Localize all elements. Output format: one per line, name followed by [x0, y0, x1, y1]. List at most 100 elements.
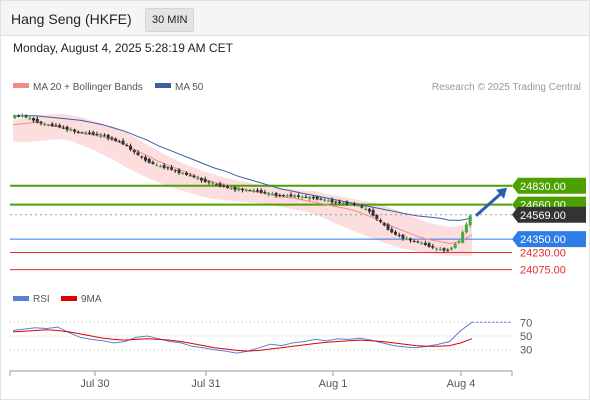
candle-body-81 [315, 196, 319, 200]
legend-label-ma20: MA 20 + Bollinger Bands [33, 82, 143, 93]
bollinger-band-fill [13, 113, 472, 256]
candle-body-15 [69, 129, 73, 131]
candle-body-59 [233, 187, 237, 190]
candle-body-19 [84, 132, 88, 135]
candle-body-33 [136, 152, 140, 156]
candle-body-39 [158, 166, 162, 168]
price-level-label-2: 24569.00 [520, 210, 566, 222]
candle-body-107 [412, 240, 416, 242]
candle-body-121 [464, 224, 468, 233]
ma50-line [13, 115, 473, 221]
x-axis-ticks: Jul 30 Jul 31 Aug 1 Aug 4 [9, 371, 513, 390]
candle-body-111 [427, 243, 431, 247]
candle-body-63 [248, 190, 252, 192]
instrument-title: Hang Seng (HKFE) [11, 11, 132, 27]
legend-swatch-ma50 [155, 83, 171, 88]
candle-body-60 [237, 188, 241, 191]
candle-body-52 [207, 181, 211, 183]
candle-body-0 [13, 115, 17, 119]
candle-body-109 [420, 242, 424, 244]
candle-body-83 [323, 199, 327, 201]
candle-body-49 [196, 178, 200, 180]
candle-body-51 [203, 178, 207, 182]
candle-body-47 [188, 175, 192, 177]
candle-body-8 [43, 124, 47, 125]
candle-body-24 [102, 135, 106, 137]
candle-body-58 [229, 188, 233, 190]
candle-body-64 [252, 190, 256, 192]
candle-body-73 [285, 195, 289, 197]
legend-swatch-9ma [61, 296, 77, 301]
candle-body-103 [397, 234, 401, 236]
candle-body-2 [20, 115, 24, 117]
candle-body-87 [338, 201, 342, 204]
candle-body-4 [28, 118, 32, 120]
x-tick-label-1: Jul 31 [191, 378, 220, 390]
candle-body-84 [326, 200, 330, 202]
candle-body-14 [65, 126, 69, 130]
candle-body-30 [125, 144, 129, 146]
candle-body-102 [394, 231, 397, 235]
candle-body-27 [114, 138, 118, 141]
candle-body-18 [80, 132, 84, 134]
candle-body-78 [304, 196, 308, 198]
candle-body-66 [259, 190, 263, 193]
candle-body-88 [341, 202, 345, 204]
legend-label-ma50: MA 50 [175, 82, 204, 93]
candle-body-9 [46, 124, 50, 126]
candle-body-16 [73, 129, 77, 132]
candle-body-3 [24, 115, 28, 118]
interval-button[interactable]: 30 MIN [145, 8, 195, 32]
candle-body-12 [58, 125, 62, 128]
candle-body-104 [401, 234, 405, 239]
candle-body-5 [32, 118, 36, 121]
credit-text: Research © 2025 Trading Central [432, 82, 581, 93]
candle-body-106 [408, 238, 412, 241]
candle-body-114 [438, 249, 442, 251]
candle-body-110 [423, 242, 427, 245]
candle-body-108 [416, 241, 420, 243]
candle-body-67 [263, 192, 267, 194]
candle-body-120 [461, 232, 465, 243]
rsi-line [12, 321, 473, 354]
candle-body-101 [390, 229, 394, 233]
candle-body-17 [76, 132, 80, 133]
candle-body-10 [50, 123, 54, 127]
candle-body-74 [289, 194, 293, 197]
candle-body-96 [371, 210, 375, 216]
rsi-tick-label-1: 50 [520, 331, 532, 343]
legend-label-9ma: 9MA [81, 294, 102, 305]
timestamp: Monday, August 4, 2025 5:28:19 AM CET [13, 41, 233, 55]
candle-body-61 [241, 188, 244, 191]
projection-arrow-head [496, 187, 507, 199]
candle-body-42 [170, 167, 174, 170]
candle-body-21 [91, 132, 95, 135]
candle-body-80 [311, 196, 315, 199]
candle-body-105 [405, 238, 409, 240]
candle-body-40 [162, 165, 166, 168]
candle-body-72 [282, 195, 286, 197]
candle-body-85 [330, 199, 334, 203]
candle-body-45 [181, 172, 185, 174]
candle-body-23 [99, 134, 103, 136]
candle-body-122 [468, 215, 472, 225]
candle-body-92 [356, 205, 360, 207]
candle-body-93 [360, 205, 364, 208]
candle-body-71 [278, 195, 282, 197]
candle-body-82 [319, 198, 323, 200]
candle-body-50 [199, 178, 203, 181]
candle-body-6 [35, 118, 39, 123]
candle-body-11 [54, 125, 58, 127]
legend-swatch-rsi [13, 296, 29, 301]
candle-body-28 [117, 141, 121, 143]
candle-body-57 [226, 186, 230, 188]
candle-body-31 [129, 145, 133, 150]
candle-body-55 [218, 183, 222, 187]
candle-body-100 [386, 224, 390, 230]
chart-header: Hang Seng (HKFE) 30 MIN [0, 0, 590, 36]
candle-body-44 [177, 169, 181, 174]
candle-body-38 [155, 165, 159, 167]
candle-body-48 [192, 175, 196, 178]
candle-body-116 [446, 249, 450, 251]
